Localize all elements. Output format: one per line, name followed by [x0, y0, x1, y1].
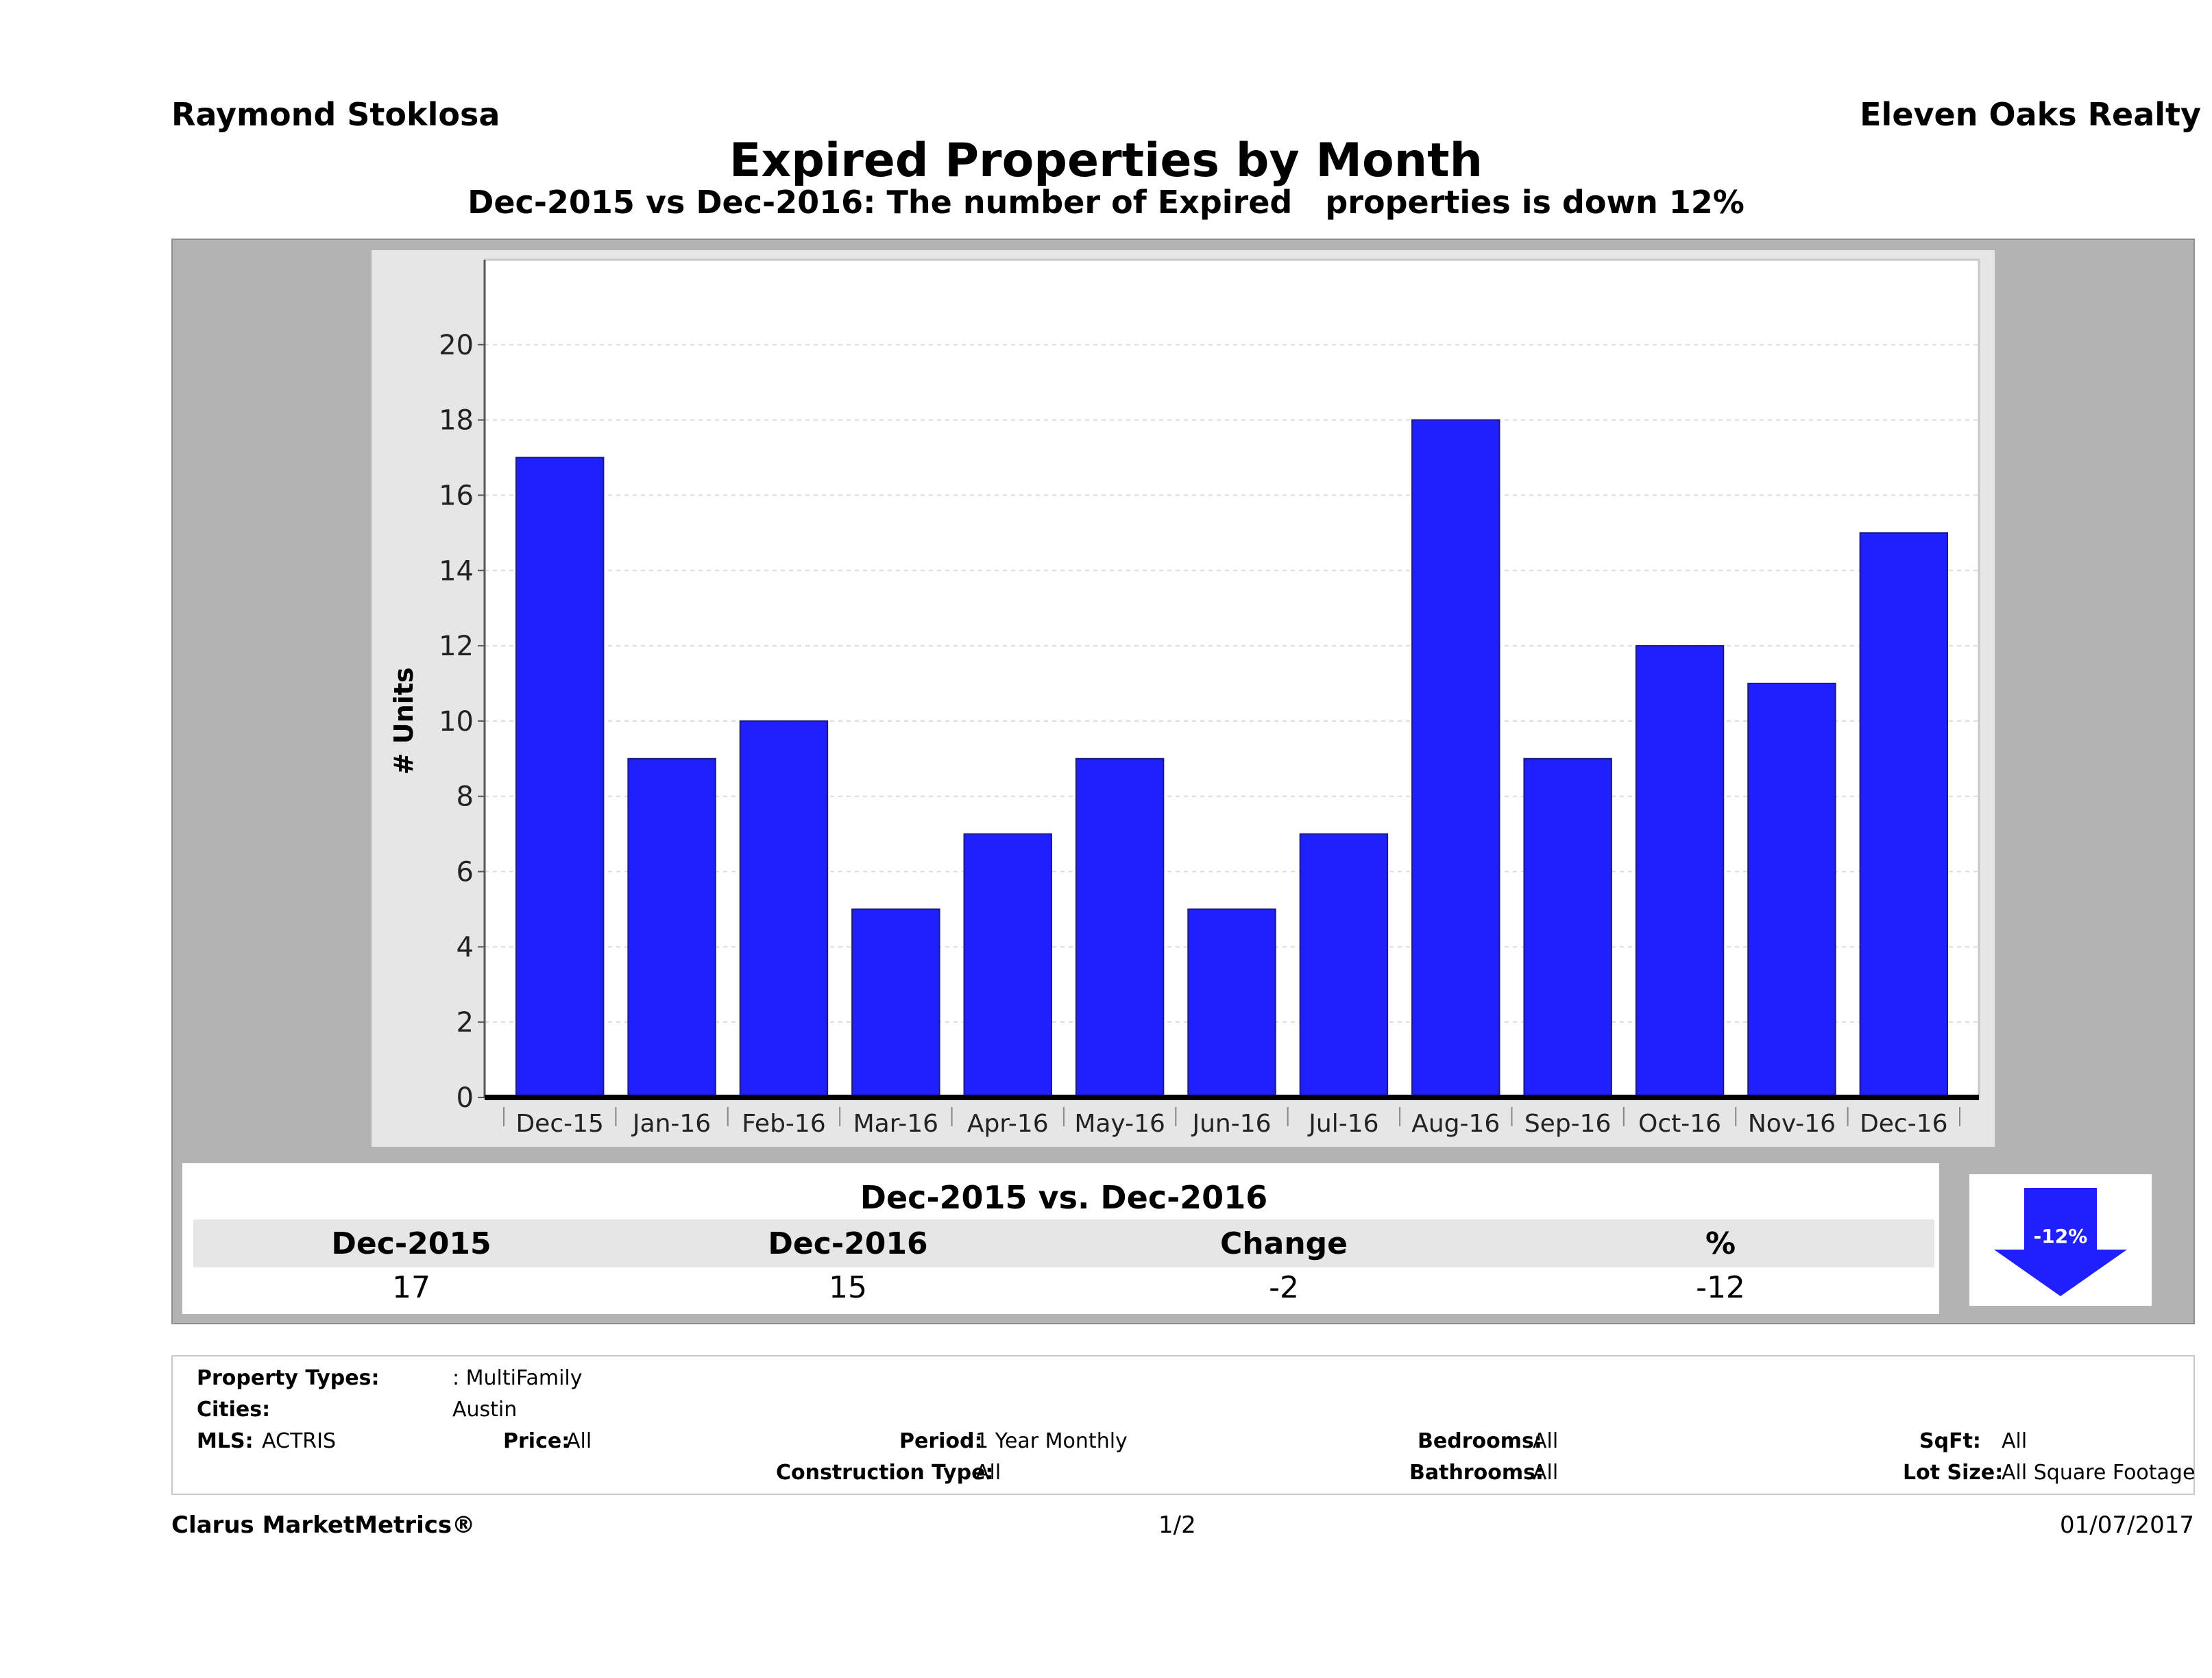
bar — [1747, 683, 1836, 1098]
period-value: 1 Year Monthly — [975, 1429, 1128, 1453]
price-value: All — [566, 1429, 592, 1453]
comparison-value-dec2015: 17 — [392, 1270, 430, 1305]
bar — [515, 457, 605, 1098]
construction-type-label: Construction Type: — [776, 1461, 994, 1485]
lot-size-label: Lot Size: — [1903, 1461, 2004, 1485]
chart-title: Expired Properties by Month — [729, 134, 1483, 188]
comparison-header-row — [193, 1219, 1934, 1267]
bedrooms-value: All — [1533, 1429, 1559, 1453]
bathrooms-label: Bathrooms: — [1409, 1461, 1544, 1485]
comparison-value-change: -2 — [1269, 1270, 1299, 1305]
x-tick-label: Feb-16 — [742, 1110, 826, 1138]
chart-subtitle: Dec-2015 vs Dec-2016: The number of Expi… — [467, 184, 1745, 221]
footer-brand: Clarus MarketMetrics® — [171, 1511, 476, 1539]
price-label: Price: — [503, 1429, 570, 1453]
y-axis-label: # Units — [389, 668, 419, 775]
agent-name: Raymond Stoklosa — [171, 96, 500, 133]
construction-type-value: All — [975, 1461, 1001, 1485]
lot-size-value: All Square Footage — [2002, 1461, 2196, 1485]
x-tick-label: Mar-16 — [853, 1110, 938, 1138]
y-tick-label: 18 — [439, 405, 474, 437]
comparison-header-percent: % — [1705, 1226, 1736, 1261]
bar — [1859, 532, 1949, 1098]
bar-chart: 0 2 4 6 8 10 12 14 16 18 20 Dec-15 Jan-16 Feb-16 Mar-1… — [389, 258, 1980, 1138]
filters-box — [171, 1355, 2195, 1495]
y-tick-label: 14 — [439, 555, 474, 587]
mls-label: MLS: — [197, 1429, 254, 1453]
x-tick-label: Jan-16 — [631, 1110, 711, 1138]
x-tick-label: Dec-16 — [1860, 1110, 1947, 1138]
property-types-value: : MultiFamily — [452, 1366, 583, 1390]
y-tick-label: 8 — [457, 781, 474, 813]
property-types-label: Property Types: — [197, 1366, 380, 1390]
bar — [739, 720, 829, 1098]
x-tick-label: Aug-16 — [1411, 1110, 1500, 1138]
x-tick-label: Jul-16 — [1307, 1110, 1378, 1138]
comparison-header-dec2015: Dec-2015 — [331, 1226, 491, 1261]
comparison-title: Dec-2015 vs. Dec-2016 — [860, 1179, 1268, 1216]
company-name: Eleven Oaks Realty — [1860, 96, 2201, 133]
comparison-value-dec2016: 15 — [829, 1270, 867, 1305]
bar — [1299, 833, 1389, 1098]
comparison-title-row — [193, 1176, 1934, 1219]
y-tick-label: 10 — [439, 706, 474, 738]
bedrooms-label: Bedrooms: — [1418, 1429, 1542, 1453]
y-tick-label: 20 — [439, 330, 474, 361]
period-label: Period: — [899, 1429, 983, 1453]
down-arrow-icon: -12% — [1994, 1188, 2127, 1296]
x-tick-label: Oct-16 — [1638, 1110, 1721, 1138]
bar — [1523, 757, 1612, 1098]
comparison-header-change: Change — [1220, 1226, 1348, 1261]
sqft-value: All — [2002, 1429, 2028, 1453]
x-tick-label: Jun-16 — [1191, 1110, 1271, 1138]
comparison-value-percent: -12 — [1696, 1270, 1745, 1305]
bar — [1411, 419, 1500, 1099]
footer-page-number: 1/2 — [1158, 1511, 1196, 1539]
change-badge-box: -12% — [1969, 1174, 2152, 1306]
footer-date: 01/07/2017 — [2060, 1511, 2194, 1539]
bar — [1635, 645, 1725, 1098]
bar — [1187, 908, 1276, 1098]
sqft-label: SqFt: — [1919, 1429, 1981, 1453]
bathrooms-value: All — [1533, 1461, 1559, 1485]
x-tick-label: May-16 — [1074, 1110, 1165, 1138]
x-tick-label: Sep-16 — [1524, 1110, 1612, 1138]
cities-label: Cities: — [197, 1398, 271, 1422]
y-tick-label: 6 — [457, 857, 474, 888]
y-tick-label: 0 — [457, 1082, 474, 1114]
x-tick-label: Dec-15 — [515, 1110, 603, 1138]
comparison-value-row — [193, 1267, 1934, 1309]
y-tick-label: 12 — [439, 631, 474, 662]
bar — [963, 833, 1052, 1098]
x-tick-label: Apr-16 — [967, 1110, 1049, 1138]
x-tick-label: Nov-16 — [1748, 1110, 1836, 1138]
bar — [1075, 757, 1165, 1098]
cities-value: Austin — [452, 1398, 518, 1422]
comparison-header-dec2016: Dec-2016 — [768, 1226, 928, 1261]
y-tick-label: 2 — [457, 1007, 474, 1038]
y-tick-label: 4 — [457, 932, 474, 963]
bar — [627, 757, 716, 1098]
mls-value: ACTRIS — [262, 1429, 337, 1453]
bar — [851, 908, 940, 1098]
y-tick-label: 16 — [439, 480, 474, 511]
change-badge-label: -12% — [2034, 1225, 2088, 1248]
